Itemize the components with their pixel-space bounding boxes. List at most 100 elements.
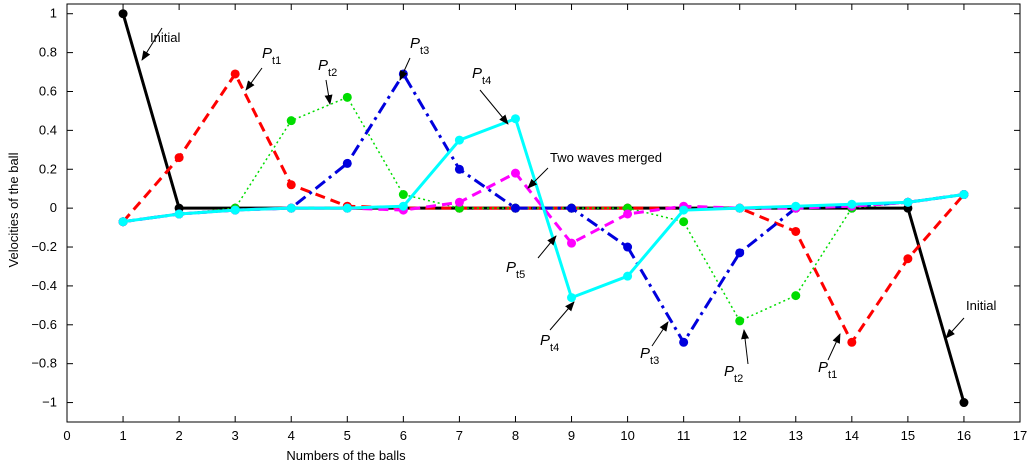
x-axis-label: Numbers of the balls — [286, 448, 406, 463]
annotation-arrow — [141, 27, 163, 61]
x-tick-label: 14 — [845, 428, 859, 443]
annotation: Pt3 — [399, 35, 429, 81]
x-tick-label: 12 — [732, 428, 746, 443]
data-point — [735, 316, 745, 326]
data-point — [791, 201, 801, 211]
annotation-arrow — [324, 79, 333, 105]
annotation-arrow — [527, 167, 549, 189]
x-tick-label: 4 — [288, 428, 295, 443]
data-point — [454, 164, 464, 174]
annotation-arrow — [245, 67, 263, 91]
data-point — [174, 209, 184, 219]
x-tick-label: 16 — [957, 428, 971, 443]
annotation: Pt3 — [640, 321, 669, 367]
data-point — [791, 291, 801, 301]
annotation: Pt2 — [318, 57, 337, 105]
annotation-label: Pt2 — [318, 57, 337, 79]
data-point — [623, 242, 633, 252]
annotation: Initial — [141, 27, 180, 61]
annotation-sub: t5 — [516, 269, 525, 281]
data-point — [679, 217, 689, 227]
annotation-label: Pt4 — [472, 65, 491, 87]
annotation-arrow — [537, 235, 557, 259]
annotation: Pt5 — [506, 235, 557, 281]
annotation-arrow — [549, 301, 575, 331]
data-point — [847, 199, 857, 209]
annotation-label: Pt1 — [262, 45, 281, 67]
data-point — [567, 293, 577, 303]
x-tick-label: 9 — [568, 428, 575, 443]
annotation-arrow — [479, 89, 509, 125]
annotation: Initial — [945, 298, 996, 339]
annotation-arrow — [741, 329, 750, 365]
annotation-label: Pt4 — [540, 332, 559, 354]
annotation-main: P — [318, 57, 328, 74]
x-tick-label: 1 — [119, 428, 126, 443]
data-point — [679, 205, 689, 215]
data-point — [398, 201, 408, 211]
data-point — [903, 197, 913, 207]
y-tick-label: −0.8 — [31, 356, 57, 371]
annotation-arrow — [651, 321, 669, 347]
x-tick-label: 7 — [456, 428, 463, 443]
annotation-main: P — [506, 259, 516, 276]
data-point — [510, 114, 520, 124]
data-point — [959, 398, 969, 408]
y-tick-label: −0.4 — [31, 278, 57, 293]
data-point — [679, 337, 689, 347]
x-tick-label: 5 — [344, 428, 351, 443]
series-5 — [118, 114, 969, 303]
annotation-label: Two waves merged — [550, 150, 662, 165]
y-tick-label: 1 — [50, 6, 57, 21]
y-tick-label: 0.4 — [39, 122, 57, 137]
data-point — [567, 238, 577, 248]
annotation-label: Initial — [150, 30, 180, 45]
y-tick-label: 0.8 — [39, 45, 57, 60]
data-point — [286, 116, 296, 126]
annotation-sub: t4 — [482, 75, 491, 87]
data-point — [623, 209, 633, 219]
data-point — [286, 180, 296, 190]
axes: 0 1 2 3 4 5 6 7 8 9 10 11 12 13 14 15 16 17−1−0.8−0.6−0.4… — [31, 3, 1027, 443]
annotation-sub: t4 — [550, 342, 559, 354]
x-tick-label: 17 — [1013, 428, 1027, 443]
annotation-sub: t1 — [828, 369, 837, 381]
annotation-sub: t3 — [420, 45, 429, 57]
annotation-sub: t3 — [650, 355, 659, 367]
y-tick-label: 0.6 — [39, 83, 57, 98]
x-tick-label: 6 — [400, 428, 407, 443]
annotation: Pt1 — [818, 333, 841, 381]
annotation-arrow — [399, 57, 411, 81]
x-tick-label: 11 — [677, 428, 691, 443]
data-point — [118, 217, 128, 227]
data-point — [847, 337, 857, 347]
data-point — [510, 168, 520, 178]
annotation-main: P — [540, 332, 550, 349]
annotation-label: Pt5 — [506, 259, 525, 281]
data-point — [567, 203, 577, 213]
plot-frame — [66, 3, 1021, 423]
y-tick-label: −0.6 — [31, 317, 57, 332]
x-tick-label: 2 — [176, 428, 183, 443]
annotation: Pt4 — [472, 65, 509, 125]
series-line — [122, 117, 965, 300]
data-point — [174, 153, 184, 163]
series-layer — [118, 9, 969, 408]
y-tick-label: 0.2 — [39, 161, 57, 176]
annotation: Pt2 — [724, 329, 750, 385]
data-point — [118, 9, 128, 19]
data-point — [398, 190, 408, 200]
annotation-sub: t2 — [328, 67, 337, 79]
annotation-arrow — [827, 333, 841, 361]
x-tick-label: 8 — [512, 428, 519, 443]
data-point — [286, 203, 296, 213]
data-point — [342, 203, 352, 213]
annotation-sub: t1 — [272, 55, 281, 67]
annotation: Pt4 — [540, 301, 575, 354]
data-point — [454, 197, 464, 207]
data-point — [398, 69, 408, 79]
annotation-sub: t2 — [734, 373, 743, 385]
data-point — [735, 203, 745, 213]
